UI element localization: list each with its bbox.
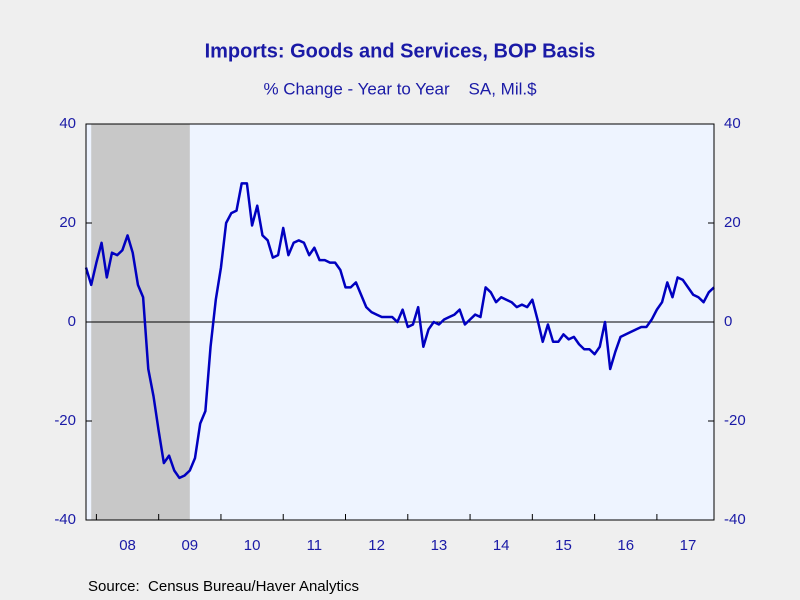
- x-tick-label: 09: [181, 537, 198, 554]
- x-tick-label: 16: [617, 537, 634, 554]
- x-tick-label: 10: [244, 537, 261, 554]
- x-tick-label: 17: [680, 537, 697, 554]
- y-tick-label: 40: [59, 115, 76, 132]
- y-tick-label: -40: [54, 511, 76, 528]
- y-tick-label: -20: [54, 412, 76, 429]
- data-line: [84, 182, 715, 480]
- y-tick-label: 20: [59, 214, 76, 231]
- y-tick-label: 0: [68, 313, 76, 330]
- y2-tick-label: 20: [724, 214, 741, 231]
- y2-tick-label: -40: [724, 511, 746, 528]
- chart-title: Imports: Goods and Services, BOP Basis: [205, 40, 596, 62]
- x-tick-label: 11: [307, 537, 323, 554]
- x-tick-label: 14: [493, 537, 510, 554]
- y2-tick-label: 40: [724, 115, 741, 132]
- y2-tick-label: -20: [724, 412, 746, 429]
- x-tick-label: 08: [119, 537, 136, 554]
- source-note: Source: Census Bureau/Haver Analytics: [88, 578, 359, 595]
- x-tick-label: 13: [431, 537, 448, 554]
- plot-frame: [85, 123, 715, 521]
- y2-tick-label: 0: [724, 313, 732, 330]
- chart-subtitle: % Change - Year to Year SA, Mil.$: [263, 79, 537, 98]
- x-tick-label: 12: [368, 537, 385, 554]
- x-tick-label: 15: [555, 537, 572, 554]
